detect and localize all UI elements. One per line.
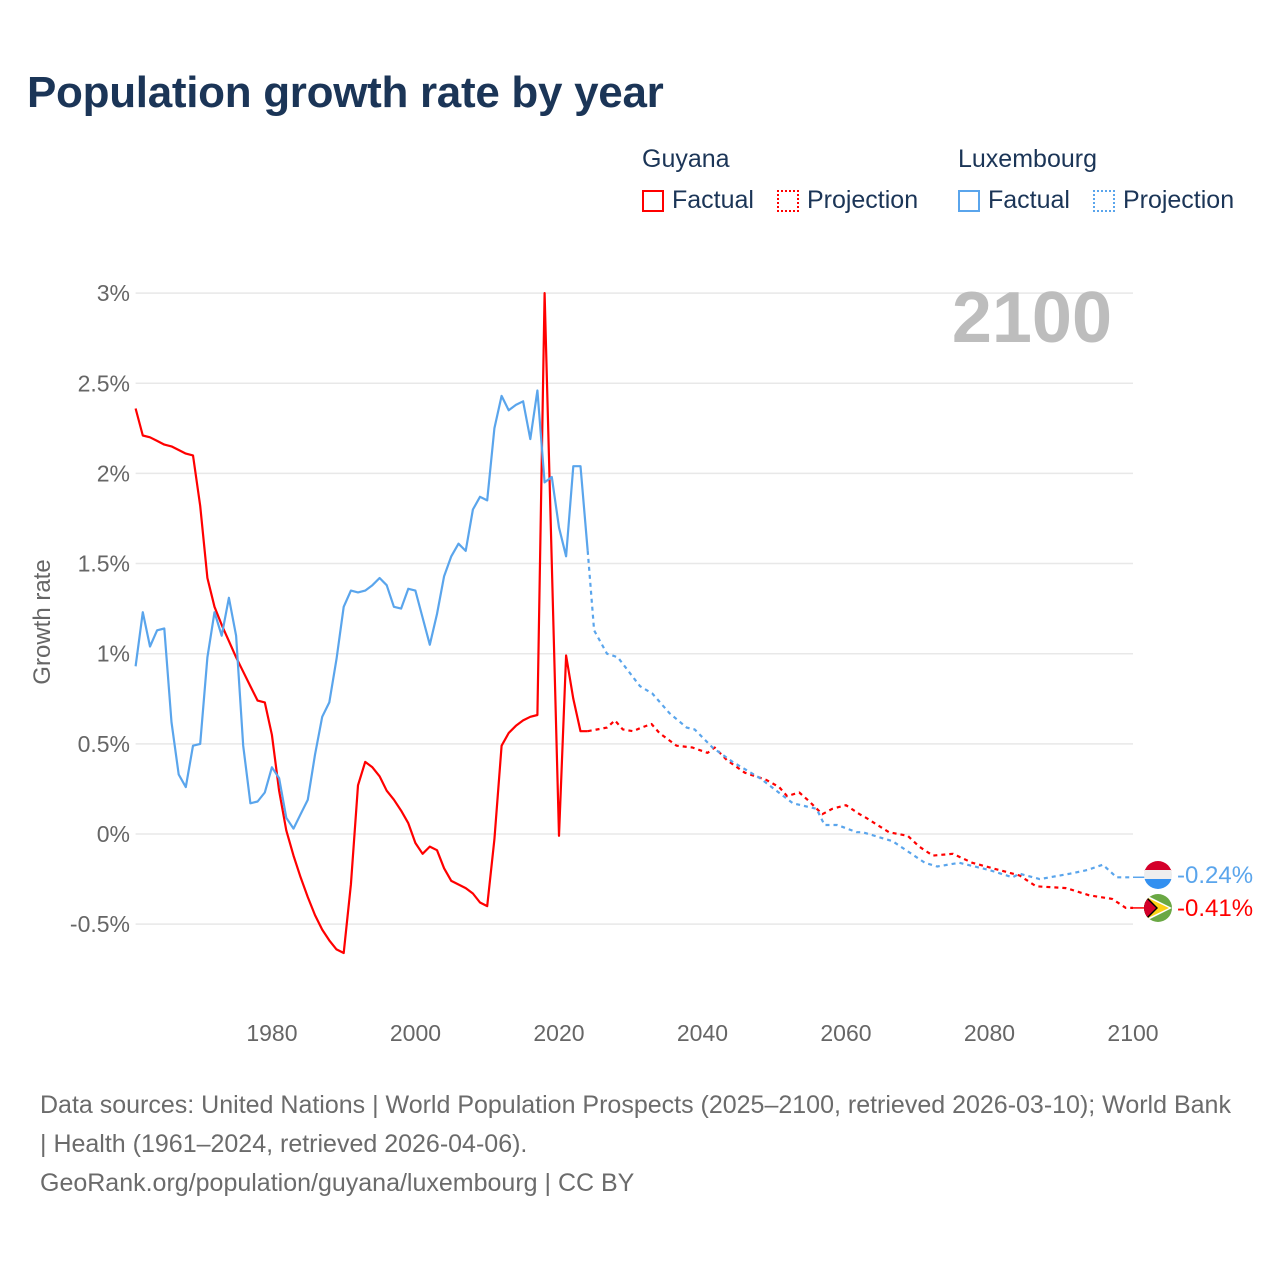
- legend-label: Projection: [806, 186, 919, 214]
- solid-swatch-icon: [642, 189, 664, 212]
- guyana-flag-icon: [1144, 894, 1172, 922]
- y-tick-label: 2.5%: [78, 370, 130, 396]
- legend-label: Factual: [988, 186, 1070, 214]
- legend-guyana-factual[interactable]: Factual: [642, 186, 754, 215]
- x-tick-label: 2080: [964, 1020, 1015, 1046]
- guyana-projection-line: [587, 719, 1133, 909]
- legend-luxembourg-projection[interactable]: Projection: [1092, 186, 1235, 215]
- y-tick-label: 2%: [97, 460, 130, 486]
- chart-title: Population growth rate by year: [27, 68, 664, 117]
- y-tick-label: -0.5%: [70, 911, 130, 937]
- y-tick-label: 3%: [97, 280, 130, 306]
- legend-luxembourg-factual[interactable]: Factual: [958, 186, 1070, 215]
- legend-country-label: Guyana: [642, 145, 730, 173]
- x-tick-label: 2040: [677, 1020, 728, 1046]
- y-tick-label: 1.5%: [78, 551, 130, 577]
- x-tick-label: 2100: [1107, 1020, 1158, 1046]
- footer: Data sources: United Nations | World Pop…: [40, 1086, 1240, 1203]
- y-tick-label: 0.5%: [78, 731, 130, 757]
- credit-link[interactable]: GeoRank.org/population/guyana/luxembourg…: [40, 1169, 635, 1197]
- y-tick-label: 0%: [97, 821, 130, 847]
- x-tick-label: 2060: [820, 1020, 871, 1046]
- guyana-end-label: -0.41%: [1177, 895, 1253, 922]
- luxembourg-end-label: -0.24%: [1177, 862, 1253, 889]
- dotted-swatch-icon: [1092, 189, 1115, 212]
- data-sources: Data sources: United Nations | World Pop…: [40, 1091, 1231, 1158]
- legend-label: Projection: [1122, 186, 1235, 214]
- legend-country-label: Luxembourg: [958, 145, 1097, 173]
- guyana-factual-line: [134, 292, 588, 955]
- solid-swatch-icon: [958, 189, 980, 212]
- luxembourg-flag-icon: [1144, 861, 1172, 889]
- year-indicator: 2100: [952, 278, 1112, 358]
- y-axis-label: Growth rate: [29, 559, 56, 684]
- dotted-swatch-icon: [776, 189, 799, 212]
- y-tick-label: 1%: [97, 641, 130, 667]
- luxembourg-projection-line: [586, 550, 1133, 881]
- legend-label: Factual: [672, 186, 754, 214]
- legend-luxembourg: Luxembourg Factual Projection: [958, 145, 1234, 219]
- luxembourg-factual-line: [134, 389, 589, 830]
- x-tick-label: 1980: [246, 1020, 297, 1046]
- x-tick-label: 2000: [390, 1020, 441, 1046]
- legend-guyana-projection[interactable]: Projection: [776, 186, 919, 215]
- x-tick-label: 2020: [533, 1020, 584, 1046]
- legend-guyana: Guyana Factual Projection: [642, 145, 934, 219]
